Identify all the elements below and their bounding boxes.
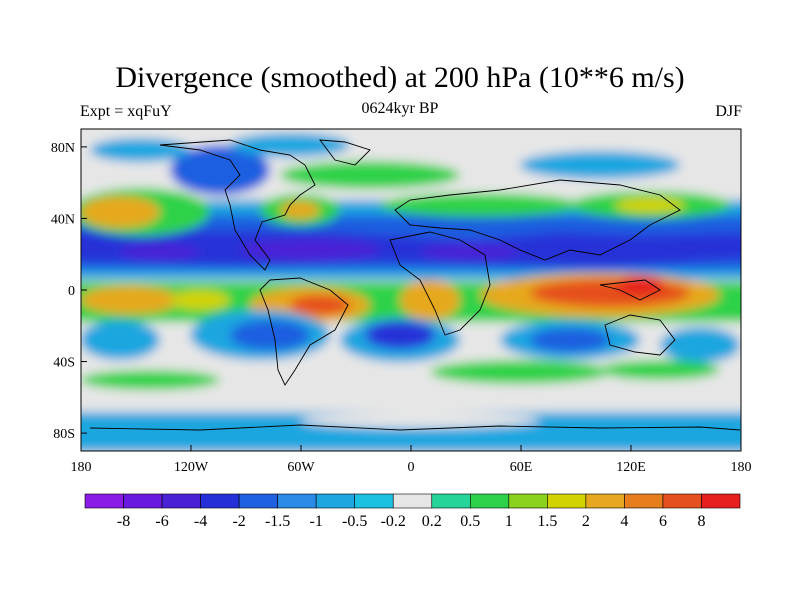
coastlines [89, 139, 741, 431]
colorbar-label: -0.2 [381, 513, 406, 530]
colorbar-label: 4 [620, 513, 628, 530]
colorbar-box [161, 493, 201, 509]
colorbar-label: 1 [505, 513, 513, 530]
colorbar-box [315, 493, 356, 509]
lon-tick-label: 180 [71, 460, 92, 475]
lon-tick-label: 180 [731, 460, 752, 475]
colorbar-label: 1.5 [537, 513, 557, 530]
colorbar-label: 6 [659, 513, 667, 530]
lon-tick-label: 60W [287, 460, 315, 475]
colorbar-box [585, 493, 625, 509]
north-band-core [81, 230, 741, 268]
colorbar-box [431, 493, 471, 509]
map-title: Divergence (smoothed) at 200 hPa (10**6 … [115, 61, 685, 94]
colorbar-label: -0.5 [342, 513, 367, 530]
colorbar-label: -1.5 [265, 513, 290, 530]
colorbar-box [84, 493, 124, 509]
colorbar-box [354, 493, 394, 509]
lat-tick-label: 80N [51, 141, 75, 156]
lat-tick-label: 40S [53, 356, 75, 371]
colorbar-box [547, 493, 587, 509]
colorbar-label: 8 [697, 513, 705, 530]
colorbar-label: -4 [194, 513, 207, 530]
colorbar-box [624, 493, 664, 509]
colorbar-box [469, 493, 510, 509]
lon-tick-label: 60E [510, 460, 533, 475]
colorbar-box [123, 493, 163, 509]
colorbar-label: -2 [232, 513, 245, 530]
colorbar-box [508, 493, 548, 509]
colorbar-label: -1 [310, 513, 323, 530]
north-band-peak [240, 239, 380, 261]
colorbar-box [662, 493, 702, 509]
colorbar-label: -6 [155, 513, 168, 530]
colorbar-box [701, 493, 741, 509]
lat-tick-label: 0 [68, 284, 75, 299]
colorbar-label: 2 [582, 513, 590, 530]
time-label: 0624kyr BP [361, 100, 439, 117]
colorbar-box [238, 493, 278, 509]
season-label: DJF [715, 103, 742, 120]
colorbar-box [277, 493, 317, 509]
experiment-label: Expt = xqFuY [80, 103, 172, 120]
colorbar-box [200, 493, 240, 509]
lat-tick-label: 40N [51, 212, 75, 227]
colorbar-label: 0.2 [422, 513, 442, 530]
lon-tick-label: 120W [174, 460, 209, 475]
colorbar-box [392, 493, 433, 509]
colorbar-label: 0.5 [460, 513, 480, 530]
lon-tick-label: 0 [408, 460, 415, 475]
lat-tick-label: 80S [53, 427, 75, 442]
colorbar-label: -8 [117, 513, 130, 530]
axis-ticks: 80N 40N 0 40S 80S 180 120W 60W 0 60E 120E 180 [51, 141, 752, 475]
lon-tick-label: 120E [616, 460, 646, 475]
